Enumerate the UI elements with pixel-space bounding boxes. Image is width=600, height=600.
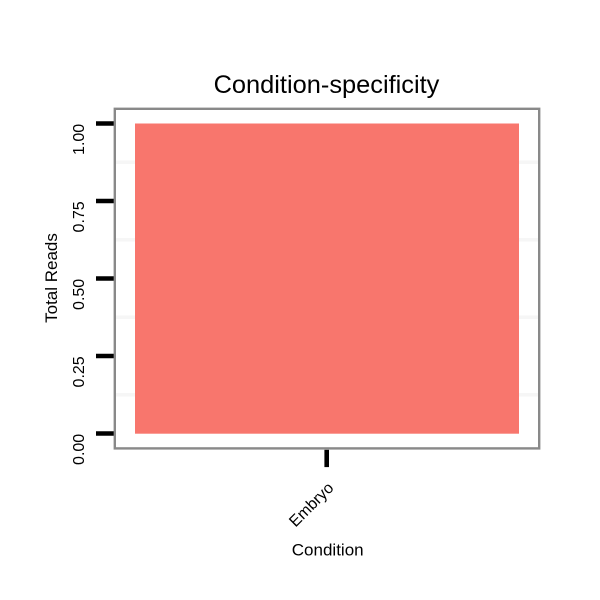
svg-text:0.50: 0.50 [71, 279, 88, 310]
svg-text:0.00: 0.00 [71, 434, 88, 465]
svg-text:0.75: 0.75 [71, 201, 88, 232]
svg-text:1.00: 1.00 [71, 124, 88, 155]
svg-text:Total Reads: Total Reads [42, 233, 61, 323]
svg-text:0.25: 0.25 [71, 356, 88, 387]
svg-text:Condition-specificity: Condition-specificity [214, 71, 440, 99]
svg-text:Condition: Condition [292, 541, 364, 560]
